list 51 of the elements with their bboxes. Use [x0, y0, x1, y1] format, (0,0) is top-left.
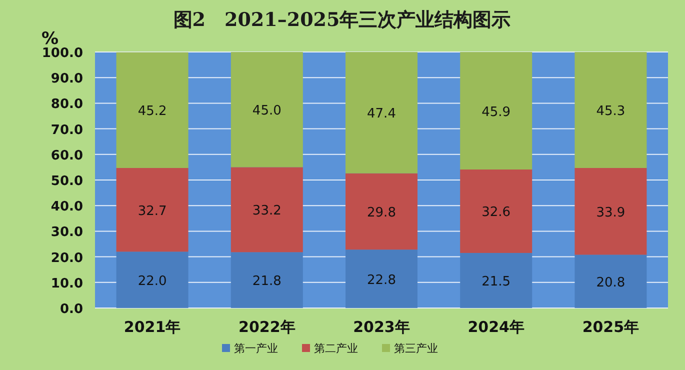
bar [116, 52, 188, 168]
data-label: 45.2 [138, 104, 167, 120]
bar [574, 254, 647, 308]
bar [460, 52, 532, 170]
data-label: 20.8 [596, 275, 626, 290]
bar [346, 250, 418, 308]
y-tick-label: 100.0 [42, 46, 83, 61]
bar [346, 173, 418, 250]
data-label: 21.8 [252, 274, 282, 290]
data-label: 33.2 [252, 204, 282, 219]
x-tick-label: 2023年 [353, 318, 410, 336]
data-label: 29.8 [367, 205, 396, 220]
chart-title: 图2 2021–2025年三次产业结构图示 [173, 9, 511, 31]
y-tick-label: 10.0 [50, 276, 83, 292]
y-tick-label: 40.0 [50, 200, 83, 215]
data-label: 22.8 [367, 272, 396, 288]
y-tick-label: 70.0 [50, 122, 83, 138]
x-tick-label: 2024年 [468, 318, 524, 336]
y-tick-label: 90.0 [50, 72, 83, 87]
legend-label: 第一产业 [234, 342, 278, 355]
data-label: 33.9 [596, 205, 626, 220]
bar [460, 252, 532, 308]
data-label: 45.9 [482, 104, 511, 120]
bar [116, 168, 188, 252]
bar [116, 252, 188, 308]
legend-label: 第三产业 [394, 342, 438, 355]
data-label: 32.6 [482, 205, 511, 220]
y-tick-label: 20.0 [50, 250, 83, 266]
y-tick-label: 0.0 [60, 302, 83, 317]
bar [230, 167, 303, 252]
y-tick-label: 30.0 [50, 225, 83, 240]
data-label: 21.5 [482, 274, 511, 290]
x-tick-label: 2025年 [582, 318, 640, 336]
x-tick-label: 2022年 [238, 318, 296, 336]
x-tick-label: 2021年 [124, 318, 181, 336]
data-label: 45.0 [252, 104, 282, 119]
data-label: 32.7 [138, 204, 167, 219]
bar [346, 52, 418, 174]
bar [230, 252, 303, 308]
bar [574, 52, 647, 168]
data-label: 47.4 [367, 106, 396, 122]
y-tick-label: 80.0 [50, 97, 83, 112]
bar [574, 168, 647, 255]
bar [460, 170, 532, 253]
bar [230, 52, 303, 168]
data-label: 45.3 [596, 104, 626, 119]
data-label: 22.0 [138, 274, 167, 289]
y-axis-title: % [41, 29, 59, 49]
y-tick-label: 60.0 [50, 148, 83, 164]
legend-label: 第二产业 [314, 342, 358, 355]
y-tick-label: 50.0 [50, 174, 83, 189]
